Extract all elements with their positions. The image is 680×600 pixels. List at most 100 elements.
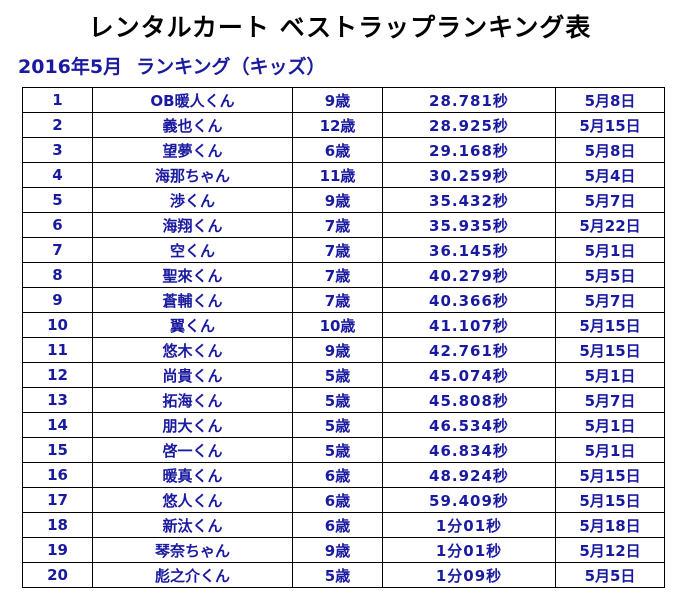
rank-cell: 17 <box>22 487 93 513</box>
table-row: 3 望夢くん 6歳 29.168秒 5月8日 <box>22 137 665 163</box>
date-cell: 5月4日 <box>555 162 665 188</box>
lap-time-cell: 1分01秒 <box>382 512 556 538</box>
rank-cell: 14 <box>22 412 93 438</box>
date-cell: 5月1日 <box>555 362 665 388</box>
name-cell: 琴奈ちゃん <box>92 537 293 563</box>
date-cell: 5月15日 <box>555 462 665 488</box>
name-cell: 聖來くん <box>92 262 293 288</box>
date-cell: 5月15日 <box>555 112 665 138</box>
table-row: 5 渉くん 9歳 35.432秒 5月7日 <box>22 187 665 213</box>
date-cell: 5月1日 <box>555 412 665 438</box>
lap-time-cell: 45.808秒 <box>382 387 556 413</box>
lap-time-cell: 46.534秒 <box>382 412 556 438</box>
rank-cell: 6 <box>22 212 93 238</box>
rank-cell: 1 <box>22 87 93 113</box>
rank-cell: 18 <box>22 512 93 538</box>
age-cell: 9歳 <box>292 537 383 563</box>
table-row: 11 悠木くん 9歳 42.761秒 5月15日 <box>22 337 665 363</box>
age-cell: 6歳 <box>292 137 383 163</box>
lap-time-cell: 30.259秒 <box>382 162 556 188</box>
age-cell: 9歳 <box>292 87 383 113</box>
date-cell: 5月1日 <box>555 437 665 463</box>
age-cell: 5歳 <box>292 412 383 438</box>
lap-time-cell: 41.107秒 <box>382 312 556 338</box>
name-cell: 海那ちゃん <box>92 162 293 188</box>
age-cell: 5歳 <box>292 562 383 588</box>
date-cell: 5月15日 <box>555 312 665 338</box>
name-cell: 蒼輔くん <box>92 287 293 313</box>
age-cell: 11歳 <box>292 162 383 188</box>
age-cell: 9歳 <box>292 337 383 363</box>
rank-cell: 13 <box>22 387 93 413</box>
date-cell: 5月5日 <box>555 262 665 288</box>
rank-cell: 5 <box>22 187 93 213</box>
table-row: 14 朋大くん 5歳 46.534秒 5月1日 <box>22 412 665 438</box>
date-cell: 5月22日 <box>555 212 665 238</box>
date-cell: 5月8日 <box>555 87 665 113</box>
page-title: レンタルカート ベストラップランキング表 <box>88 13 592 42</box>
table-row: 2 義也くん 12歳 28.925秒 5月15日 <box>22 112 665 138</box>
lap-time-cell: 46.834秒 <box>382 437 556 463</box>
name-cell: 悠人くん <box>92 487 293 513</box>
lap-time-cell: 48.924秒 <box>382 462 556 488</box>
age-cell: 7歳 <box>292 287 383 313</box>
rank-cell: 20 <box>22 562 93 588</box>
rank-cell: 15 <box>22 437 93 463</box>
name-cell: 望夢くん <box>92 137 293 163</box>
ranking-table: 1 OB暖人くん 9歳 28.781秒 5月8日 2 義也くん 12歳 28.925秒 5月15日… <box>22 87 665 588</box>
name-cell: 義也くん <box>92 112 293 138</box>
rank-cell: 4 <box>22 162 93 188</box>
lap-time-cell: 40.279秒 <box>382 262 556 288</box>
lap-time-cell: 59.409秒 <box>382 487 556 513</box>
date-cell: 5月12日 <box>555 537 665 563</box>
age-cell: 7歳 <box>292 262 383 288</box>
rank-cell: 3 <box>22 137 93 163</box>
date-cell: 5月15日 <box>555 337 665 363</box>
lap-time-cell: 36.145秒 <box>382 237 556 263</box>
table-row: 9 蒼輔くん 7歳 40.366秒 5月7日 <box>22 287 665 313</box>
ranking-table-body: 1 OB暖人くん 9歳 28.781秒 5月8日 2 義也くん 12歳 28.925秒 5月15日… <box>22 87 665 588</box>
name-cell: 啓一くん <box>92 437 293 463</box>
age-cell: 10歳 <box>292 312 383 338</box>
lap-time-cell: 28.781秒 <box>382 87 556 113</box>
table-row: 1 OB暖人くん 9歳 28.781秒 5月8日 <box>22 87 665 113</box>
rank-cell: 9 <box>22 287 93 313</box>
rank-cell: 11 <box>22 337 93 363</box>
date-cell: 5月7日 <box>555 287 665 313</box>
ranking-period: 2016年5月 <box>18 56 123 78</box>
date-cell: 5月1日 <box>555 237 665 263</box>
age-cell: 6歳 <box>292 512 383 538</box>
date-cell: 5月7日 <box>555 187 665 213</box>
table-row: 4 海那ちゃん 11歳 30.259秒 5月4日 <box>22 162 665 188</box>
lap-time-cell: 1分09秒 <box>382 562 556 588</box>
lap-time-cell: 29.168秒 <box>382 137 556 163</box>
name-cell: 尚貴くん <box>92 362 293 388</box>
name-cell: 拓海くん <box>92 387 293 413</box>
lap-time-cell: 35.432秒 <box>382 187 556 213</box>
rank-cell: 7 <box>22 237 93 263</box>
table-row: 7 空くん 7歳 36.145秒 5月1日 <box>22 237 665 263</box>
rank-cell: 8 <box>22 262 93 288</box>
name-cell: 翼くん <box>92 312 293 338</box>
table-row: 8 聖來くん 7歳 40.279秒 5月5日 <box>22 262 665 288</box>
age-cell: 6歳 <box>292 462 383 488</box>
table-row: 20 彪之介くん 5歳 1分09秒 5月5日 <box>22 562 665 588</box>
lap-time-cell: 42.761秒 <box>382 337 556 363</box>
table-row: 18 新汰くん 6歳 1分01秒 5月18日 <box>22 512 665 538</box>
lap-time-cell: 35.935秒 <box>382 212 556 238</box>
table-row: 13 拓海くん 5歳 45.808秒 5月7日 <box>22 387 665 413</box>
name-cell: 空くん <box>92 237 293 263</box>
age-cell: 7歳 <box>292 212 383 238</box>
date-cell: 5月5日 <box>555 562 665 588</box>
age-cell: 7歳 <box>292 237 383 263</box>
name-cell: 新汰くん <box>92 512 293 538</box>
name-cell: 彪之介くん <box>92 562 293 588</box>
age-cell: 6歳 <box>292 487 383 513</box>
date-cell: 5月15日 <box>555 487 665 513</box>
date-cell: 5月18日 <box>555 512 665 538</box>
lap-time-cell: 1分01秒 <box>382 537 556 563</box>
table-row: 10 翼くん 10歳 41.107秒 5月15日 <box>22 312 665 338</box>
rank-cell: 10 <box>22 312 93 338</box>
age-cell: 5歳 <box>292 437 383 463</box>
rank-cell: 19 <box>22 537 93 563</box>
